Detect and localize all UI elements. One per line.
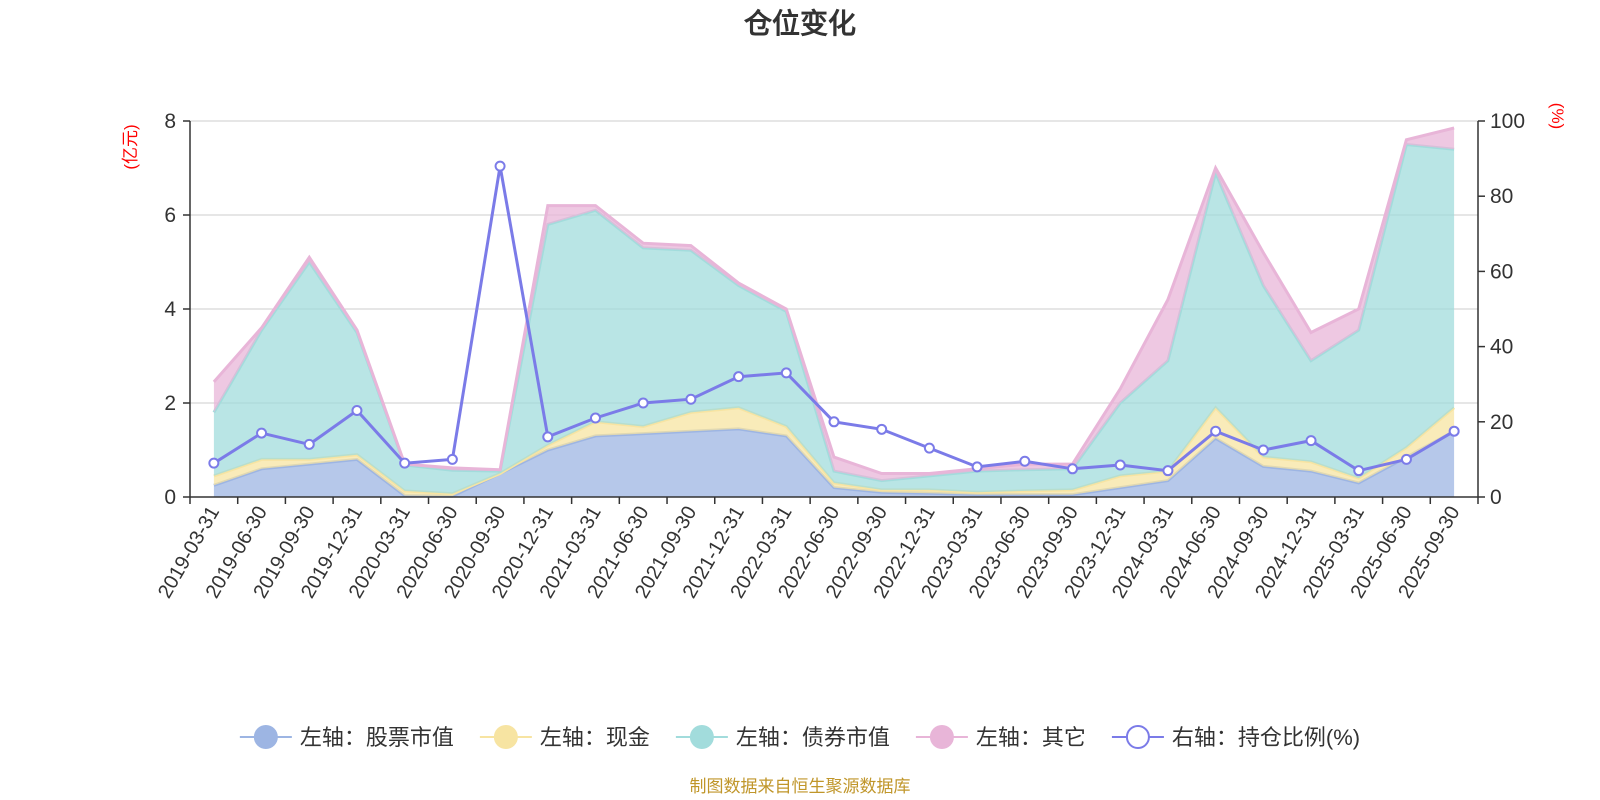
right-tick-label: 20 xyxy=(1490,411,1513,434)
ratio-point xyxy=(923,442,935,454)
right-tick-label: 60 xyxy=(1490,260,1513,283)
ratio-point xyxy=(637,397,649,409)
ratio-point xyxy=(1257,444,1269,456)
legend-symbol-circle xyxy=(689,725,714,749)
ratio-point xyxy=(1019,455,1031,467)
ratio-point xyxy=(351,405,363,417)
ratio-point xyxy=(1400,453,1412,465)
ratio-point xyxy=(685,393,697,405)
stacked-areas xyxy=(212,126,1456,498)
ratio-point xyxy=(1448,425,1460,437)
chart-title: 仓位变化 xyxy=(744,7,856,39)
left-tick-label: 2 xyxy=(164,392,176,415)
right-tick-label: 100 xyxy=(1490,110,1525,133)
legend-item-label: 左轴：股票市值 xyxy=(300,725,454,750)
left-tick-label: 6 xyxy=(164,204,176,227)
legend-symbol-circle xyxy=(929,725,954,749)
left-tick-label: 4 xyxy=(164,298,176,321)
legend-item-label: 左轴：现金 xyxy=(540,725,650,750)
right-axis-unit: (%) xyxy=(1548,103,1567,129)
ratio-point xyxy=(1067,463,1079,475)
ratio-point xyxy=(1210,425,1222,437)
right-tick-label: 80 xyxy=(1490,185,1513,208)
legend-symbol-circle xyxy=(493,725,518,749)
ratio-point xyxy=(1305,435,1317,447)
ratio-point xyxy=(1162,465,1174,477)
ratio-point xyxy=(256,427,268,439)
legend-item-label: 左轴：其它 xyxy=(976,725,1086,750)
ratio-point xyxy=(780,367,792,379)
legend-item-label: 右轴：持仓比例(%) xyxy=(1172,725,1360,750)
legend-symbol-circle xyxy=(253,725,278,749)
ratio-point xyxy=(876,423,888,435)
legend-item-label: 左轴：债券市值 xyxy=(736,725,890,750)
ratio-point xyxy=(828,416,840,428)
legend: 左轴：股票市值 左轴：现金 左轴：债券市值 左轴：其它 右轴：持仓比例(%) xyxy=(239,725,1360,750)
area-series-3 xyxy=(213,144,1455,494)
ratio-point xyxy=(1353,465,1365,477)
area-series-1 xyxy=(213,428,1455,497)
left-axis-unit: (亿元) xyxy=(121,124,140,169)
ratio-point xyxy=(399,457,411,469)
ratio-point xyxy=(494,160,506,172)
legend-symbol-circle xyxy=(1125,725,1150,749)
ratio-point xyxy=(589,412,601,424)
right-tick-label: 0 xyxy=(1490,486,1502,509)
right-tick-label: 40 xyxy=(1490,336,1513,359)
ratio-point xyxy=(733,371,745,383)
ratio-point xyxy=(303,438,315,450)
area-series-4-edge xyxy=(212,126,1455,475)
ratio-point xyxy=(542,431,554,443)
holding-ratio-line xyxy=(208,160,1460,477)
ratio-point xyxy=(1114,459,1126,471)
ratio-point xyxy=(971,461,983,473)
ratio-point xyxy=(446,453,458,465)
ratio-point xyxy=(208,457,220,469)
data-source-note: 制图数据来自恒生聚源数据库 xyxy=(690,777,911,796)
left-tick-label: 0 xyxy=(164,486,176,509)
left-tick-label: 8 xyxy=(164,110,176,133)
